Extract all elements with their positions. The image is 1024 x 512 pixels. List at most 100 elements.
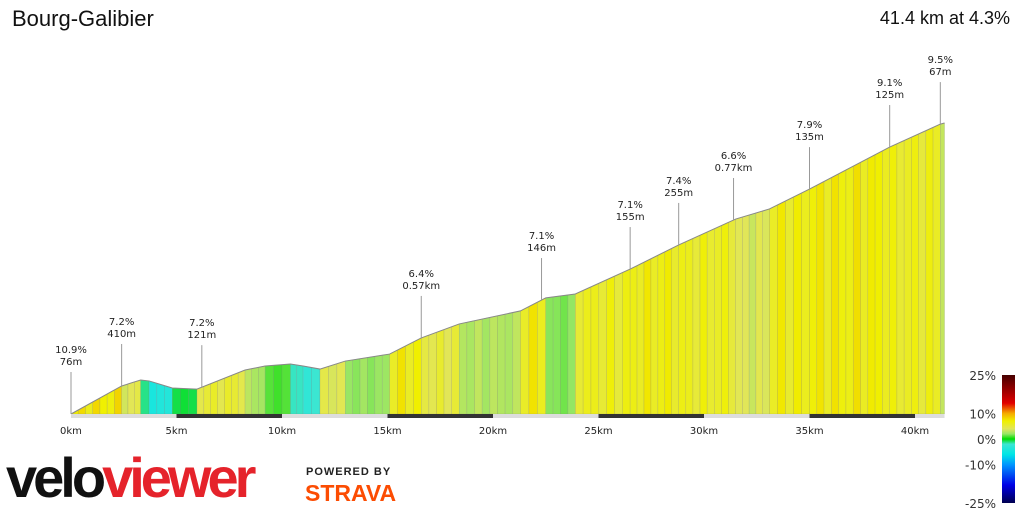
profile-segment bbox=[785, 196, 794, 415]
profile-segment bbox=[867, 154, 876, 415]
profile-segment bbox=[598, 279, 607, 415]
profile-segment bbox=[520, 306, 530, 415]
profile-segment bbox=[458, 321, 468, 415]
annotation-length: 67m bbox=[929, 67, 951, 78]
profile-segment bbox=[264, 365, 274, 415]
annotation-grade: 6.4% bbox=[409, 269, 434, 280]
profile-segment bbox=[823, 177, 832, 415]
profile-segment bbox=[140, 379, 150, 415]
profile-segment bbox=[504, 312, 514, 415]
annotation-length: 135m bbox=[795, 132, 824, 143]
profile-segment bbox=[180, 388, 189, 415]
profile-segment bbox=[528, 301, 538, 415]
profile-segment bbox=[735, 216, 743, 415]
profile-segment bbox=[714, 225, 722, 415]
profile-segment bbox=[210, 380, 218, 415]
profile-segment bbox=[405, 341, 414, 415]
profile-segment bbox=[156, 382, 165, 415]
annotation-grade: 9.1% bbox=[877, 78, 902, 89]
profile-segment bbox=[560, 294, 569, 415]
profile-segment bbox=[203, 383, 211, 415]
profile-segment bbox=[545, 296, 554, 415]
profile-segment bbox=[671, 244, 679, 415]
annotation-length: 0.77km bbox=[715, 163, 753, 174]
profile-segment bbox=[231, 372, 239, 415]
profile-segment bbox=[575, 290, 584, 415]
profile-segment bbox=[474, 318, 483, 415]
legend-label: 0% bbox=[977, 433, 996, 447]
km-bar-segment bbox=[176, 414, 282, 418]
profile-segment bbox=[793, 192, 802, 415]
annotation-grade: 9.5% bbox=[928, 55, 953, 66]
profile-segment bbox=[590, 282, 600, 415]
annotation-length: 121m bbox=[187, 330, 216, 341]
profile-segment bbox=[622, 268, 631, 415]
profile-segment bbox=[328, 363, 338, 415]
profile-segment bbox=[148, 380, 158, 415]
profile-segment bbox=[903, 136, 912, 415]
profile-segment bbox=[882, 146, 890, 415]
annotation-grade: 7.2% bbox=[189, 318, 214, 329]
profile-segment bbox=[188, 388, 198, 415]
km-bar-segment bbox=[598, 414, 704, 418]
profile-segment bbox=[121, 383, 129, 415]
profile-segment bbox=[413, 337, 422, 415]
profile-segment bbox=[244, 368, 253, 415]
profile-segment bbox=[606, 275, 615, 415]
x-tick-label: 10km bbox=[268, 426, 296, 437]
annotation-grade: 7.1% bbox=[617, 200, 642, 211]
profile-segment bbox=[643, 258, 652, 415]
annotation-length: 125m bbox=[875, 90, 904, 101]
veloviewer-logo[interactable]: veloviewer bbox=[6, 446, 256, 509]
profile-segment bbox=[852, 161, 861, 415]
profile-segment bbox=[224, 375, 232, 415]
annotation-grade: 7.9% bbox=[797, 120, 822, 131]
x-tick-label: 20km bbox=[479, 426, 507, 437]
profile-segment bbox=[932, 123, 941, 415]
profile-segment bbox=[831, 173, 839, 415]
profile-segment bbox=[311, 367, 321, 415]
legend-label: -10% bbox=[965, 459, 996, 473]
profile-segment bbox=[552, 295, 561, 415]
km-bar-segment bbox=[809, 414, 915, 418]
profile-segment bbox=[428, 331, 437, 415]
profile-segment bbox=[319, 366, 329, 415]
profile-segment bbox=[421, 334, 430, 415]
profile-segment bbox=[381, 353, 390, 415]
profile-segment bbox=[614, 272, 623, 415]
profile-segment bbox=[816, 181, 825, 415]
profile-segment bbox=[896, 140, 905, 415]
annotation-length: 76m bbox=[60, 357, 82, 368]
profile-segment bbox=[742, 214, 750, 415]
profile-segment bbox=[367, 356, 376, 415]
profile-segment bbox=[237, 369, 246, 415]
profile-segment bbox=[685, 238, 694, 415]
x-tick-label: 0km bbox=[60, 426, 82, 437]
profile-segment bbox=[657, 251, 666, 415]
profile-segment bbox=[940, 122, 945, 415]
annotation-length: 155m bbox=[616, 212, 645, 223]
profile-segment bbox=[336, 360, 346, 415]
legend-label: -25% bbox=[965, 497, 996, 511]
strava-logo[interactable]: STRAVA bbox=[305, 480, 397, 506]
profile-segment bbox=[801, 188, 810, 415]
profile-segment bbox=[258, 365, 266, 415]
profile-segment bbox=[374, 354, 383, 415]
profile-segment bbox=[352, 358, 361, 415]
chart-title: Bourg-Galibier bbox=[12, 6, 154, 31]
route-summary: 41.4 km at 4.3% bbox=[879, 8, 1010, 28]
profile-segment bbox=[889, 143, 898, 415]
profile-segment bbox=[114, 385, 122, 415]
annotation-grade: 7.4% bbox=[666, 176, 691, 187]
x-tick-label: 40km bbox=[901, 426, 929, 437]
profile-segment bbox=[629, 265, 638, 415]
x-tick-label: 5km bbox=[166, 426, 188, 437]
profile-segment bbox=[397, 345, 406, 415]
annotation-length: 146m bbox=[527, 243, 556, 254]
profile-segment bbox=[769, 204, 778, 415]
profile-segment bbox=[860, 158, 869, 415]
annotation-grade: 10.9% bbox=[55, 345, 87, 356]
profile-segment bbox=[481, 317, 491, 415]
profile-segment bbox=[290, 363, 298, 415]
